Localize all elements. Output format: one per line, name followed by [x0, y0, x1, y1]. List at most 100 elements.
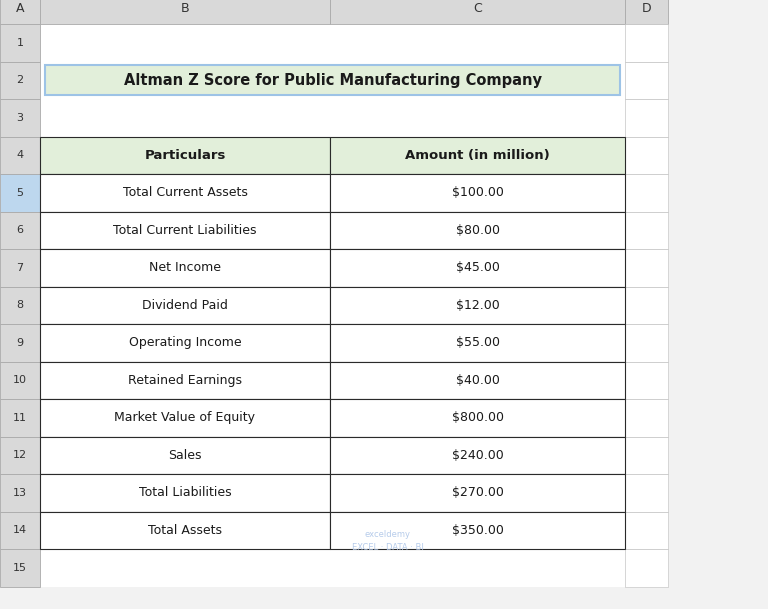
Bar — [40, 437, 330, 474]
Text: Dividend Paid: Dividend Paid — [142, 299, 228, 312]
Bar — [330, 0, 625, 24]
Bar — [0, 399, 40, 437]
Bar — [330, 286, 625, 324]
Bar — [40, 324, 330, 362]
Text: $40.00: $40.00 — [455, 374, 499, 387]
Text: Altman Z Score for Public Manufacturing Company: Altman Z Score for Public Manufacturing … — [124, 72, 541, 88]
Text: 14: 14 — [13, 525, 27, 535]
Text: $270.00: $270.00 — [452, 486, 504, 499]
Bar — [40, 474, 330, 512]
Bar — [40, 399, 330, 437]
Text: 12: 12 — [13, 450, 27, 460]
Bar — [40, 286, 330, 324]
Bar — [625, 362, 668, 399]
Bar — [0, 474, 40, 512]
Bar — [625, 62, 668, 99]
Text: $350.00: $350.00 — [452, 524, 504, 537]
Bar — [40, 136, 330, 174]
Text: 2: 2 — [16, 76, 24, 85]
Bar — [40, 136, 330, 174]
Bar — [0, 362, 40, 399]
Text: Total Liabilities: Total Liabilities — [139, 486, 231, 499]
Text: $55.00: $55.00 — [455, 336, 499, 349]
Bar — [40, 249, 330, 286]
Text: 8: 8 — [16, 300, 24, 310]
Bar — [40, 324, 330, 362]
Bar — [40, 362, 330, 399]
Bar — [40, 249, 330, 286]
Bar — [330, 437, 625, 474]
Text: $12.00: $12.00 — [455, 299, 499, 312]
Text: Total Assets: Total Assets — [148, 524, 222, 537]
Bar — [625, 512, 668, 549]
Text: 10: 10 — [13, 375, 27, 385]
Bar — [40, 24, 330, 62]
Bar — [330, 437, 625, 474]
Bar — [40, 211, 330, 249]
Text: 3: 3 — [16, 113, 24, 123]
Bar — [330, 249, 625, 286]
Bar — [330, 136, 625, 174]
Bar — [330, 249, 625, 286]
Bar — [330, 549, 625, 586]
Text: $240.00: $240.00 — [452, 449, 503, 462]
Bar — [330, 474, 625, 512]
Bar — [0, 174, 40, 211]
Bar — [625, 99, 668, 136]
Bar — [330, 136, 625, 174]
Text: 11: 11 — [13, 413, 27, 423]
Bar — [625, 399, 668, 437]
Bar — [330, 324, 625, 362]
Bar — [330, 512, 625, 549]
Text: 1: 1 — [16, 38, 24, 48]
Bar — [0, 437, 40, 474]
Bar — [330, 99, 625, 136]
Bar — [0, 286, 40, 324]
Text: D: D — [642, 2, 651, 15]
Text: exceldemy
EXCEL · DATA · BI: exceldemy EXCEL · DATA · BI — [352, 530, 423, 552]
Bar — [0, 211, 40, 249]
Bar — [0, 549, 40, 586]
Text: Total Current Liabilities: Total Current Liabilities — [113, 224, 257, 237]
Bar — [330, 62, 625, 99]
Bar — [330, 211, 625, 249]
Bar — [330, 324, 625, 362]
Bar — [0, 99, 40, 136]
Bar — [40, 362, 330, 399]
Text: Sales: Sales — [168, 449, 202, 462]
Text: 13: 13 — [13, 488, 27, 498]
Bar — [40, 512, 330, 549]
Bar — [625, 324, 668, 362]
Bar — [40, 286, 330, 324]
Bar — [625, 136, 668, 174]
Text: 9: 9 — [16, 338, 24, 348]
Bar — [330, 174, 625, 211]
Bar — [330, 174, 625, 211]
Bar — [330, 24, 625, 62]
Bar — [40, 399, 330, 437]
Text: Particulars: Particulars — [144, 149, 226, 162]
Bar — [0, 512, 40, 549]
Text: B: B — [180, 2, 190, 15]
Text: C: C — [473, 2, 482, 15]
Text: Total Current Assets: Total Current Assets — [123, 186, 247, 199]
Bar — [625, 0, 668, 24]
Bar — [330, 474, 625, 512]
Bar — [40, 174, 330, 211]
Bar — [330, 512, 625, 549]
Bar — [330, 399, 625, 437]
Bar — [625, 286, 668, 324]
Text: Amount (in million): Amount (in million) — [406, 149, 550, 162]
Bar — [0, 249, 40, 286]
Bar — [40, 99, 330, 136]
Text: $45.00: $45.00 — [455, 261, 499, 274]
Bar — [40, 512, 330, 549]
Text: Market Value of Equity: Market Value of Equity — [114, 411, 256, 424]
Bar — [40, 62, 330, 99]
Bar — [625, 437, 668, 474]
Text: 15: 15 — [13, 563, 27, 572]
Bar — [0, 0, 40, 24]
Bar — [625, 249, 668, 286]
Text: 5: 5 — [16, 188, 24, 198]
Text: $80.00: $80.00 — [455, 224, 499, 237]
